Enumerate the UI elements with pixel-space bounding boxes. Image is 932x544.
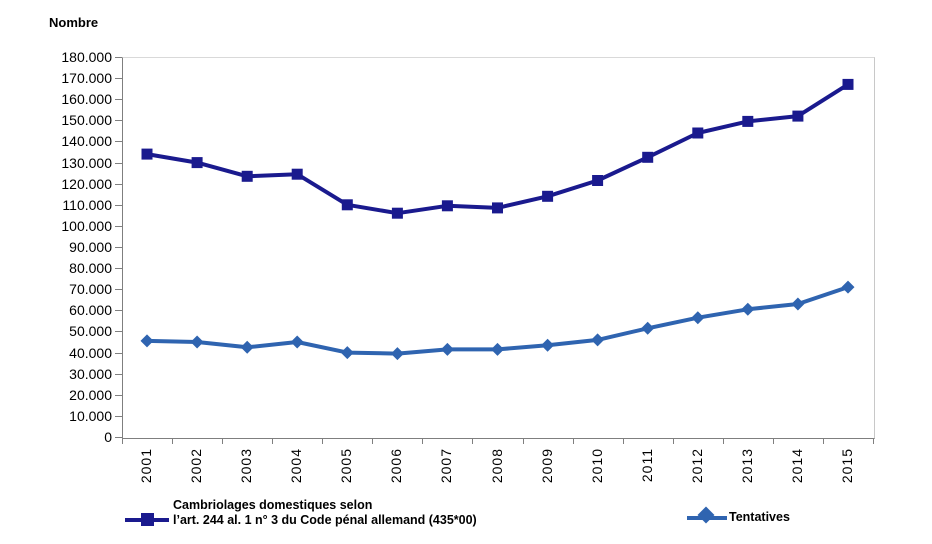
x-axis-tick xyxy=(222,438,223,444)
y-axis-tick-label: 60.000 xyxy=(69,302,112,318)
x-axis-tick xyxy=(272,438,273,444)
y-axis-title: Nombre xyxy=(49,15,99,30)
x-axis-tick xyxy=(773,438,774,444)
diamond-marker-icon xyxy=(697,506,715,524)
legend-label-tentatives: Tentatives xyxy=(729,510,790,524)
y-axis-tick xyxy=(115,374,122,375)
x-axis-tick xyxy=(422,438,423,444)
y-axis-tick-label: 70.000 xyxy=(69,281,112,297)
x-axis-tick-label: 2005 xyxy=(338,448,354,484)
x-axis-tick-label: 2007 xyxy=(438,448,454,484)
y-axis-tick xyxy=(115,163,122,164)
legend: Cambriolages domestiques selon l’art. 24… xyxy=(0,496,932,542)
x-axis-tick-label: 2008 xyxy=(489,448,505,484)
y-axis-tick-label: 140.000 xyxy=(61,133,112,149)
x-axis-tick xyxy=(122,438,123,444)
y-axis-tick-label: 120.000 xyxy=(61,176,112,192)
y-axis-tick xyxy=(115,205,122,206)
y-axis-tick-label: 30.000 xyxy=(69,366,112,382)
y-axis-tick xyxy=(115,141,122,142)
y-axis-tick-label: 10.000 xyxy=(69,408,112,424)
x-axis-tick-label: 2014 xyxy=(789,448,805,484)
y-axis-tick xyxy=(115,57,122,58)
y-axis-tick xyxy=(115,184,122,185)
y-axis-tick-label: 50.000 xyxy=(69,323,112,339)
x-axis-tick-label: 2001 xyxy=(138,448,154,484)
y-axis-tick-label: 40.000 xyxy=(69,345,112,361)
x-axis-tick xyxy=(823,438,824,444)
legend-label-cambriolages: Cambriolages domestiques selon l’art. 24… xyxy=(173,498,593,528)
y-axis-tick xyxy=(115,120,122,121)
legend-label-cambriolages-line1: Cambriolages domestiques selon xyxy=(173,498,373,512)
x-axis-tick-label: 2002 xyxy=(188,448,204,484)
y-axis-tick xyxy=(115,310,122,311)
y-axis-tick-label: 180.000 xyxy=(61,49,112,65)
y-axis-tick xyxy=(115,226,122,227)
y-axis-tick-label: 100.000 xyxy=(61,218,112,234)
y-axis-tick xyxy=(115,247,122,248)
x-axis-tick xyxy=(573,438,574,444)
y-axis-tick xyxy=(115,99,122,100)
x-axis-tick-label: 2011 xyxy=(639,448,655,483)
y-axis-tick-label: 20.000 xyxy=(69,387,112,403)
x-axis-tick-label: 2004 xyxy=(288,448,304,484)
square-marker-icon xyxy=(141,513,154,526)
legend-label-cambriolages-line2: l’art. 244 al. 1 n° 3 du Code pénal alle… xyxy=(173,513,477,527)
x-axis-tick-label: 2006 xyxy=(388,448,404,484)
y-axis-tick-label: 0 xyxy=(104,429,112,445)
x-axis-tick-label: 2015 xyxy=(839,448,855,484)
y-axis-tick-label: 80.000 xyxy=(69,260,112,276)
y-axis-tick xyxy=(115,289,122,290)
y-axis-tick-label: 90.000 xyxy=(69,239,112,255)
x-axis-tick-label: 2012 xyxy=(689,448,705,484)
x-axis-tick xyxy=(623,438,624,444)
x-axis-tick xyxy=(873,438,874,444)
x-axis-tick xyxy=(322,438,323,444)
y-axis-tick xyxy=(115,437,122,438)
x-axis-tick xyxy=(472,438,473,444)
x-axis-tick xyxy=(673,438,674,444)
y-axis-tick-label: 110.000 xyxy=(62,197,112,213)
x-axis-tick xyxy=(723,438,724,444)
x-axis-tick-label: 2013 xyxy=(739,448,755,484)
x-axis-tick-label: 2003 xyxy=(238,448,254,484)
y-axis-tick-label: 150.000 xyxy=(61,112,112,128)
x-axis-tick-label: 2010 xyxy=(589,448,605,484)
x-axis-tick xyxy=(523,438,524,444)
y-axis-tick xyxy=(115,416,122,417)
y-axis-tick-label: 170.000 xyxy=(61,70,112,86)
y-axis-tick xyxy=(115,331,122,332)
y-axis-tick xyxy=(115,78,122,79)
y-axis-tick-label: 160.000 xyxy=(61,91,112,107)
x-axis-tick xyxy=(172,438,173,444)
y-axis-tick xyxy=(115,268,122,269)
y-axis-tick xyxy=(115,395,122,396)
y-axis-tick xyxy=(115,353,122,354)
plot-area xyxy=(122,57,875,439)
y-axis-tick-label: 130.000 xyxy=(61,155,112,171)
x-axis-tick-label: 2009 xyxy=(539,448,555,484)
x-axis-tick xyxy=(372,438,373,444)
